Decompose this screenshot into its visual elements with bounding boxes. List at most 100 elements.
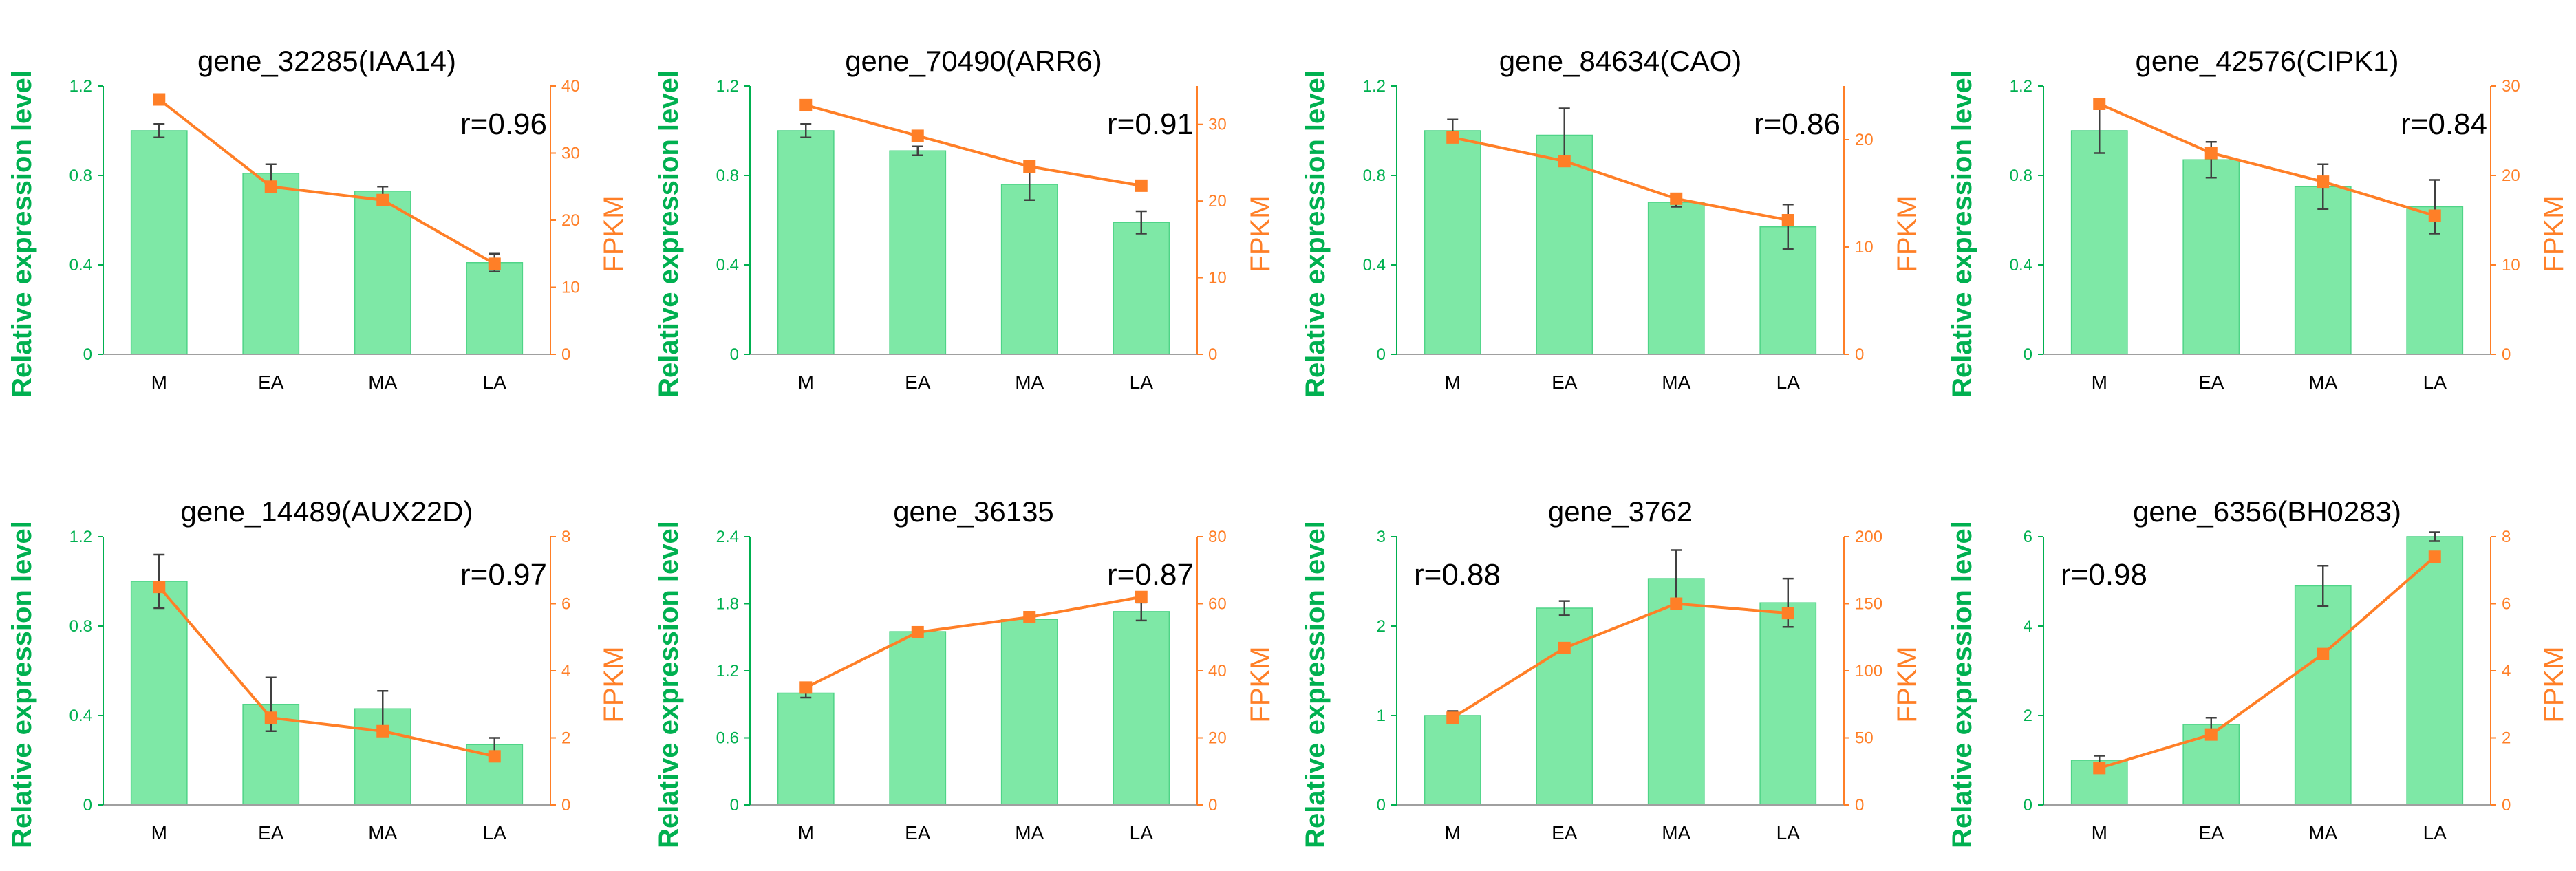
fpkm-point-M <box>1446 131 1459 144</box>
bar-EA <box>1536 134 1593 355</box>
x-tick-label: MA <box>1015 822 1044 843</box>
chart-title: gene_42576(CIPK1) <box>2136 45 2399 77</box>
correlation-label: r=0.88 <box>1414 558 1501 592</box>
fpkm-point-MA <box>1023 160 1036 173</box>
right-axis-label: FPKM <box>599 646 629 722</box>
correlation-label: r=0.97 <box>460 558 547 592</box>
right-tick-label: 30 <box>1208 116 1227 134</box>
fpkm-point-M <box>799 98 813 111</box>
bar-LA <box>1113 222 1170 355</box>
right-tick-label: 100 <box>1855 662 1882 680</box>
x-tick-label: M <box>1445 822 1461 843</box>
right-tick-label: 20 <box>2502 166 2520 185</box>
left-tick-label: 0 <box>2024 796 2032 815</box>
bar-EA <box>889 150 947 355</box>
x-tick-label: EA <box>258 822 284 843</box>
bar-EA <box>2182 159 2240 355</box>
x-tick-label: M <box>151 822 167 843</box>
x-tick-label: M <box>798 372 814 393</box>
bar-LA <box>1113 611 1170 806</box>
bar-MA <box>1000 184 1058 355</box>
fpkm-point-MA <box>376 724 389 738</box>
fpkm-point-EA <box>2204 728 2218 741</box>
fpkm-point-EA <box>911 129 924 142</box>
left-tick-label: 2 <box>1377 617 1386 636</box>
chart-panel-7: gene_3762 0 1 2 3 0 50 100 150 200 M EA MA LA Relative… <box>1300 495 1922 848</box>
right-tick-label: 20 <box>1855 131 1874 149</box>
x-tick-label: LA <box>2423 822 2447 843</box>
bar-MA <box>2294 186 2352 355</box>
x-tick-label: M <box>798 822 814 843</box>
left-tick-label: 1 <box>1377 707 1386 725</box>
x-tick-label: MA <box>1015 372 1044 393</box>
x-tick-label: EA <box>905 822 931 843</box>
bar-M <box>1424 715 1481 806</box>
fpkm-point-MA <box>1023 611 1036 623</box>
right-axis-label: FPKM <box>1892 195 1922 272</box>
right-tick-label: 20 <box>1208 729 1227 748</box>
left-axis-label: Relative expression level <box>7 521 37 848</box>
right-axis-label: FPKM <box>1245 646 1276 722</box>
bar-EA <box>1536 607 1593 806</box>
fpkm-point-LA <box>1781 607 1794 620</box>
left-tick-label: 0.4 <box>69 256 92 275</box>
x-tick-label: LA <box>1777 822 1801 843</box>
chart-title: gene_32285(IAA14) <box>197 45 456 77</box>
fpkm-point-LA <box>2428 550 2441 563</box>
fpkm-point-MA <box>2317 175 2330 189</box>
left-axis-label: Relative expression level <box>654 70 684 398</box>
left-tick-label: 1.2 <box>69 77 92 96</box>
left-axis-label: Relative expression level <box>654 521 684 848</box>
right-tick-label: 2 <box>561 729 570 748</box>
chart-title: gene_36135 <box>893 495 1054 528</box>
right-axis-label: FPKM <box>1892 646 1922 722</box>
bar-M <box>130 581 188 806</box>
right-tick-label: 40 <box>1208 662 1227 680</box>
right-tick-label: 20 <box>561 211 580 230</box>
left-tick-label: 0 <box>730 345 739 364</box>
left-tick-label: 4 <box>2024 617 2032 636</box>
right-tick-label: 4 <box>2502 662 2511 680</box>
right-tick-label: 30 <box>2502 77 2520 96</box>
x-tick-label: LA <box>1777 372 1801 393</box>
fpkm-line <box>2099 103 2436 217</box>
left-tick-label: 1.2 <box>716 77 739 96</box>
x-tick-label: LA <box>1130 822 1154 843</box>
correlation-label: r=0.86 <box>1754 107 1840 141</box>
x-tick-label: MA <box>2308 372 2337 393</box>
right-tick-label: 50 <box>1855 729 1874 748</box>
right-tick-label: 0 <box>1855 796 1864 815</box>
right-axis-label: FPKM <box>2539 646 2569 722</box>
left-tick-label: 1.2 <box>69 528 92 546</box>
bar-LA <box>1759 602 1817 806</box>
fpkm-point-EA <box>264 711 277 724</box>
fpkm-line <box>1452 602 1788 719</box>
right-tick-label: 8 <box>561 528 570 546</box>
bar-MA <box>2294 585 2352 806</box>
bar-M <box>777 130 835 355</box>
fpkm-point-EA <box>2204 147 2218 160</box>
left-tick-label: 2 <box>2024 707 2032 725</box>
x-tick-label: M <box>151 372 167 393</box>
bar-EA <box>889 631 947 806</box>
left-tick-label: 1.8 <box>716 595 739 614</box>
left-tick-label: 2.4 <box>716 528 739 546</box>
left-tick-label: 0.4 <box>69 707 92 725</box>
fpkm-point-EA <box>264 180 277 193</box>
left-tick-label: 0.8 <box>716 166 739 185</box>
bar-MA <box>1647 202 1705 355</box>
fpkm-point-EA <box>1558 155 1571 168</box>
bar-M <box>130 130 188 355</box>
left-tick-label: 0.8 <box>2010 166 2032 185</box>
right-tick-label: 0 <box>1208 796 1217 815</box>
left-tick-label: 0 <box>2024 345 2032 364</box>
left-axis-label: Relative expression level <box>1300 521 1331 848</box>
right-tick-label: 2 <box>2502 729 2511 748</box>
right-tick-label: 0 <box>1855 345 1864 364</box>
left-axis-label: Relative expression level <box>1947 521 1977 848</box>
bar-M <box>1424 130 1481 355</box>
x-tick-label: EA <box>905 372 931 393</box>
left-tick-label: 1.2 <box>1363 77 1386 96</box>
fpkm-point-LA <box>2428 209 2441 222</box>
left-tick-label: 3 <box>1377 528 1386 546</box>
